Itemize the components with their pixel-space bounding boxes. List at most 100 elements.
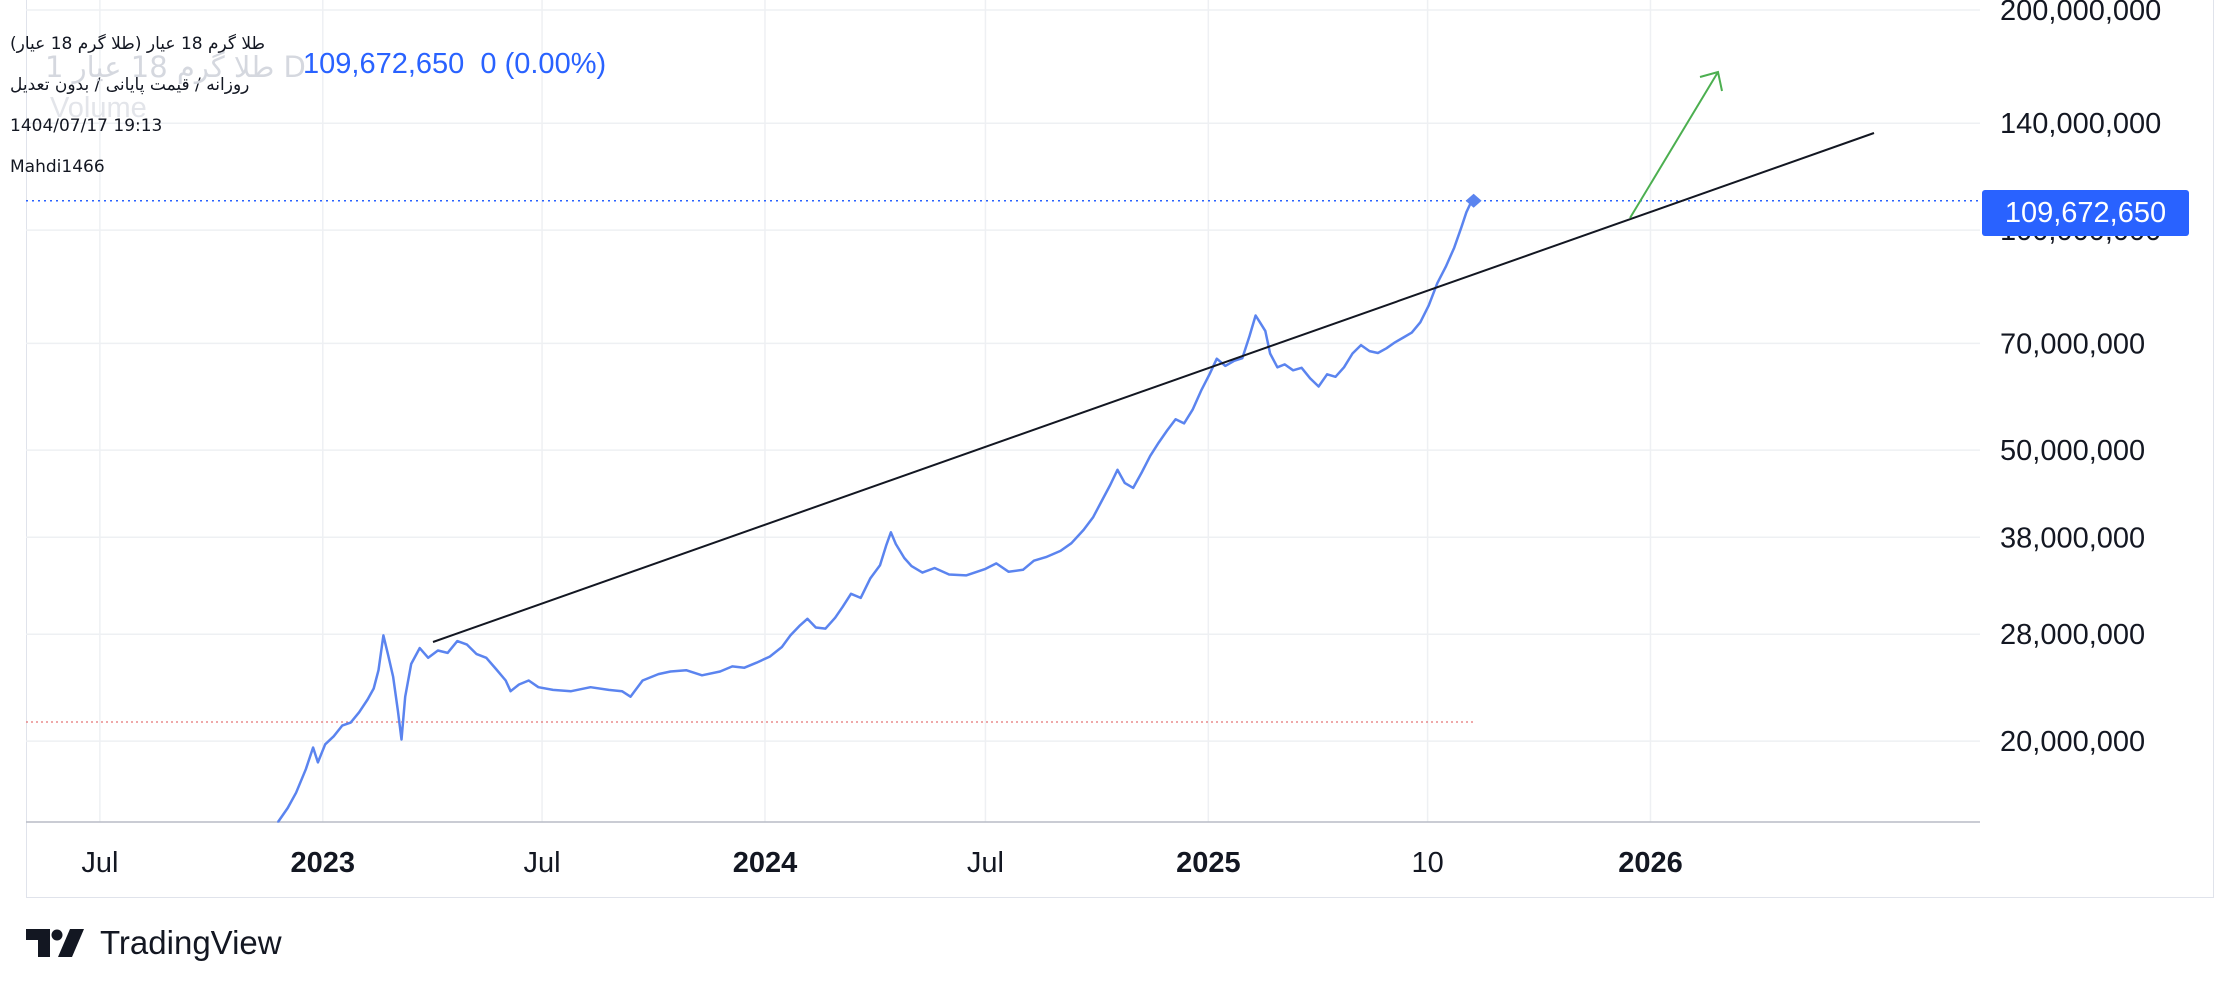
price-point — [1360, 344, 1362, 346]
price-point — [1149, 455, 1151, 457]
price-point — [372, 687, 375, 690]
price-point — [387, 654, 390, 657]
price-point — [641, 679, 644, 682]
price-point — [1191, 408, 1194, 411]
price-point — [286, 807, 289, 809]
x-tick-label: 10 — [1411, 847, 1443, 879]
price-point — [518, 683, 520, 686]
price-point — [1254, 314, 1257, 317]
price-point — [410, 663, 413, 665]
price-point — [1059, 550, 1062, 552]
price-point — [1123, 482, 1126, 484]
price-point — [475, 653, 478, 655]
tradingview-brand[interactable]: TradingView — [26, 924, 282, 962]
x-tick-label: 2024 — [733, 847, 798, 879]
price-point — [295, 791, 297, 794]
price-point — [1317, 385, 1320, 388]
price-point — [1241, 357, 1244, 359]
price-point — [1208, 373, 1211, 376]
forecast-arrow-shaft — [1629, 71, 1719, 219]
price-point — [312, 746, 314, 749]
price-point — [1465, 211, 1468, 213]
price-point — [1166, 429, 1168, 432]
price-point — [701, 674, 703, 677]
price-point — [621, 690, 623, 693]
price-point — [1394, 341, 1396, 344]
price-point — [1100, 500, 1103, 502]
price-point — [397, 710, 399, 712]
legend-last-value: 109,672,650 — [303, 48, 465, 80]
price-point — [1174, 418, 1177, 421]
price-point — [418, 647, 421, 649]
price-point — [570, 690, 572, 693]
price-point — [1269, 352, 1271, 355]
price-point — [1045, 556, 1047, 558]
price-point — [1343, 366, 1345, 369]
price-point — [1232, 360, 1235, 362]
x-tick-label: Jul — [81, 847, 118, 879]
price-point — [1259, 322, 1262, 324]
legend-symbol-ghost: طلا گرم 18 عیار 1 D — [45, 50, 306, 84]
price-point — [1140, 471, 1143, 474]
price-point — [427, 656, 429, 659]
legend-values: 109,672,650 0 (0.00%) — [303, 48, 606, 81]
price-point — [799, 624, 801, 627]
y-axis[interactable]: 20,000,000 28,000,000 38,000,000 50,000,000… — [2000, 0, 2161, 758]
price-point — [995, 562, 998, 565]
reference-lines — [26, 200, 1980, 723]
legend-symbol-ghost-text: طلا گرم 18 عیار 1 — [45, 50, 275, 84]
y-tick-label: 200,000,000 — [2000, 0, 2161, 27]
price-point — [1157, 441, 1160, 444]
price-point — [509, 690, 512, 693]
price-point — [1224, 365, 1227, 367]
price-point — [504, 679, 507, 682]
price-point — [400, 738, 403, 741]
price-point — [815, 626, 817, 629]
price-point — [824, 627, 827, 630]
price-point — [859, 597, 862, 599]
y-tick-label: 20,000,000 — [2000, 726, 2145, 758]
price-point — [1033, 559, 1035, 562]
price-point — [404, 695, 406, 698]
legend-mode: روزانه / قیمت پایانی / بدون تعدیل — [10, 75, 250, 95]
price-point — [965, 574, 967, 577]
legend-timeframe-ghost: D — [283, 50, 306, 84]
last-price-label: 109,672,650 — [1982, 190, 2189, 236]
price-point — [1070, 542, 1073, 544]
price-point — [1300, 367, 1303, 369]
price-point — [1436, 282, 1439, 284]
y-tick-label: 70,000,000 — [2000, 328, 2145, 360]
price-point — [305, 768, 307, 771]
price-point — [377, 669, 380, 672]
price-point — [1309, 377, 1311, 380]
price-point — [437, 649, 439, 652]
series-layer — [276, 193, 1482, 823]
x-tick-label: Jul — [524, 847, 561, 879]
legend-volume-ghost: Volume — [50, 92, 147, 124]
price-point — [1419, 321, 1422, 324]
x-axis[interactable]: Jul 2023 Jul 2024 Jul 2025 10 2026 — [81, 847, 1682, 879]
price-point — [324, 743, 327, 746]
price-point — [719, 670, 721, 673]
price-point — [1216, 357, 1218, 360]
price-point — [629, 695, 632, 698]
legend-symbol[interactable]: طلا گرم 18 عیار (طلا گرم 18 عیار) — [10, 34, 266, 54]
price-point — [537, 686, 540, 688]
price-point — [879, 564, 881, 567]
price-point — [1109, 484, 1112, 486]
tradingview-name: TradingView — [100, 924, 282, 961]
forecast-arrow-head — [1699, 70, 1723, 92]
legend-author: Mahdi1466 — [10, 157, 105, 177]
price-point — [456, 640, 459, 642]
price-point — [277, 821, 279, 823]
price-point — [948, 573, 950, 576]
price-point — [607, 689, 610, 691]
price-point — [1082, 529, 1085, 531]
price-point — [1007, 570, 1010, 573]
price-point — [781, 646, 783, 648]
price-point — [1292, 369, 1294, 372]
y-tick-label: 38,000,000 — [2000, 522, 2145, 554]
price-point — [890, 531, 892, 534]
price-point — [685, 669, 688, 672]
